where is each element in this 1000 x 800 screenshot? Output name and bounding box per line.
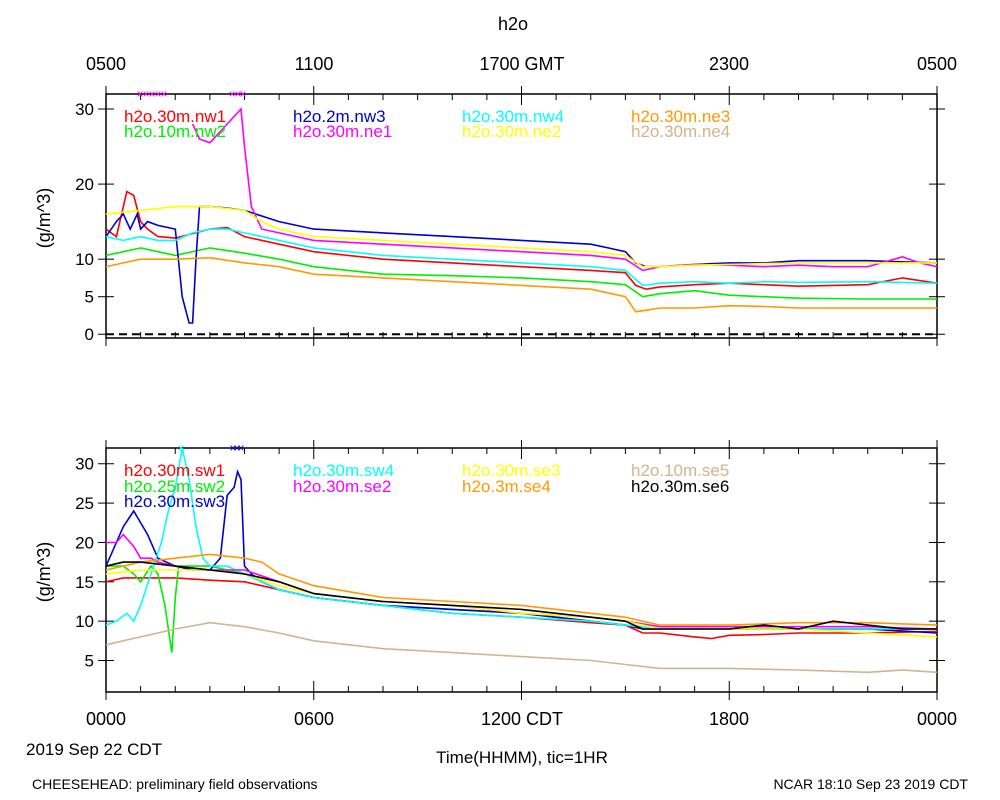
bottom-axis-tick: 1200 CDT bbox=[481, 709, 563, 729]
offscale-marker: × bbox=[154, 87, 161, 101]
top-axis-tick: 0500 bbox=[86, 54, 126, 74]
legend-entry: h2o.30m.se6 bbox=[631, 477, 729, 496]
series-line-h2o-2m-nw3 bbox=[106, 205, 937, 324]
series-line-h2o-30m-ne2 bbox=[106, 205, 937, 268]
panel-bottom: (g/m^3) 5 10 15 20 25 30 h2o.30m.sw1h2o.25m.sw… bbox=[34, 440, 945, 700]
series-line-h2o-10m-se5 bbox=[106, 621, 937, 674]
series-line-h2o-30m-ne3 bbox=[106, 256, 937, 313]
offscale-marker: × bbox=[233, 441, 240, 455]
legend-entry: h2o.30m.sw3 bbox=[124, 492, 225, 511]
offscale-marker: × bbox=[228, 87, 235, 101]
offscale-marker: × bbox=[239, 87, 246, 101]
legend-entry: h2o.30m.nw4 bbox=[462, 107, 564, 126]
legend-entry: h2o.30m.se3 bbox=[462, 461, 560, 480]
offscale-marker: × bbox=[160, 87, 167, 101]
legend-entry: h2o.25m.sw2 bbox=[124, 477, 225, 496]
y-tick-label: 30 bbox=[75, 455, 94, 474]
y-tick-label: 5 bbox=[85, 652, 94, 671]
offscale-marker: × bbox=[234, 87, 241, 101]
top-axis-tick: 0500 bbox=[917, 54, 957, 74]
top-axis-tick: 2300 bbox=[709, 54, 749, 74]
y-tick-label: 20 bbox=[75, 533, 94, 552]
y-tick-label: 25 bbox=[75, 494, 94, 513]
y-axis-label-bottom: (g/m^3) bbox=[34, 542, 54, 602]
legend-entry: h2o.30m.sw1 bbox=[124, 461, 225, 480]
offscale-marker: × bbox=[229, 441, 236, 455]
series-line-h2o-30m-nw4 bbox=[106, 228, 937, 287]
y-tick-label: 10 bbox=[75, 250, 94, 269]
legend-entry: h2o.10m.nw2 bbox=[124, 122, 226, 141]
footer-right: NCAR 18:10 Sep 23 2019 CDT bbox=[773, 776, 968, 792]
legend-entry: h2o.30m.ne2 bbox=[462, 122, 561, 141]
bottom-axis-tick: 1800 bbox=[709, 709, 749, 729]
series-line-h2o-30m-ne1 bbox=[191, 107, 937, 272]
bottom-axis-tick: 0600 bbox=[294, 709, 334, 729]
series-line-h2o-30m-se6 bbox=[106, 561, 937, 630]
y-tick-label: 30 bbox=[75, 100, 94, 119]
legend-entry: h2o.30m.sw4 bbox=[293, 461, 394, 480]
bottom-axis-tick: 0000 bbox=[917, 709, 957, 729]
offscale-marker: × bbox=[237, 441, 244, 455]
offscale-marker: × bbox=[148, 87, 155, 101]
top-axis-tick: 1700 GMT bbox=[479, 54, 564, 74]
series-line-h2o-30m-nw1 bbox=[106, 190, 937, 291]
top-axis-tick: 1100 bbox=[295, 54, 334, 74]
legend-entry: h2o.10m.se5 bbox=[631, 461, 729, 480]
bottom-axis-tick: 0000 bbox=[86, 709, 126, 729]
legend-entry: h2o.30m.ne3 bbox=[631, 107, 730, 126]
footer-left: CHEESEHEAD: preliminary field observatio… bbox=[32, 776, 318, 792]
y-tick-label: 20 bbox=[75, 175, 94, 194]
y-tick-label: 10 bbox=[75, 612, 94, 631]
y-tick-label: 0 bbox=[85, 325, 94, 344]
y-tick-label: 15 bbox=[75, 573, 94, 592]
legend-entry: h2o.2m.nw3 bbox=[293, 107, 386, 126]
offscale-marker: × bbox=[136, 87, 143, 101]
chart-title: h2o bbox=[498, 14, 528, 34]
date-label: 2019 Sep 22 CDT bbox=[26, 740, 162, 759]
offscale-marker: × bbox=[177, 441, 184, 455]
y-tick-label: 5 bbox=[85, 288, 94, 307]
legend-entry: h2o.30m.ne1 bbox=[293, 122, 392, 141]
offscale-marker: × bbox=[142, 87, 149, 101]
legend-entry: h2o.30m.nw1 bbox=[124, 107, 226, 126]
legend-entry: h2o.30m.ne4 bbox=[631, 122, 730, 141]
y-axis-label-top: (g/m^3) bbox=[34, 188, 54, 248]
series-line-h2o-3m-se4 bbox=[106, 553, 937, 626]
legend-entry: h2o.3m.se4 bbox=[462, 477, 551, 496]
series-line-h2o-30m-sw4 bbox=[106, 448, 937, 630]
x-axis-label: Time(HHMM), tic=1HR bbox=[436, 748, 608, 767]
series-line-h2o-10m-nw2 bbox=[106, 247, 937, 300]
legend-entry: h2o.30m.se2 bbox=[293, 477, 391, 496]
